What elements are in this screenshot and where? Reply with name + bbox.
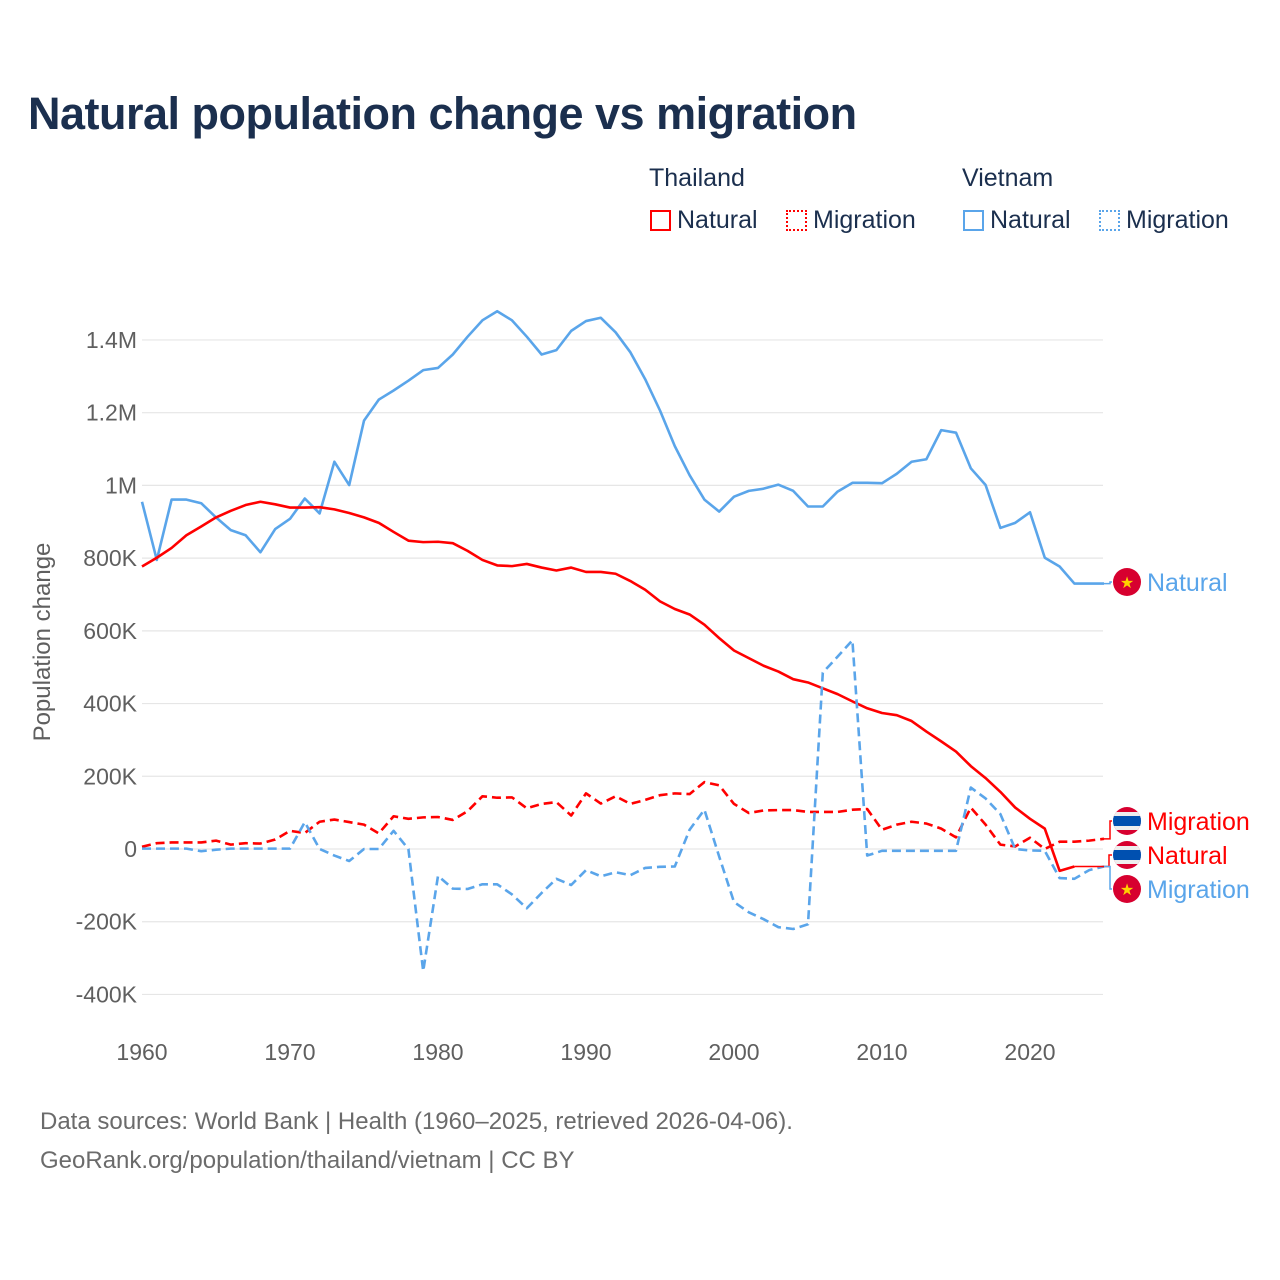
end-labels: ★ Natural Natural Migration ★ Migration bbox=[1074, 568, 1250, 904]
flag-stripe-blue bbox=[1113, 850, 1141, 860]
x-tick-label: 1980 bbox=[412, 1039, 463, 1065]
y-tick-label: -400K bbox=[76, 981, 138, 1007]
vietnam-flag-icon bbox=[1113, 568, 1141, 596]
y-tick-label: 1M bbox=[105, 472, 137, 498]
y-axis-ticks: -400K -200K 0 200K 400K 600K 800K 1M 1.2M 1.4M bbox=[76, 327, 138, 1007]
legend-label: Migration bbox=[813, 206, 916, 234]
series-line-vietnam-migration bbox=[142, 638, 1105, 973]
thailand-flag-icon bbox=[1113, 841, 1141, 869]
y-tick-label: 600K bbox=[83, 618, 137, 644]
end-label-thailand-natural: Natural bbox=[1113, 841, 1228, 870]
leader-line bbox=[1104, 865, 1112, 890]
legend-label: Natural bbox=[677, 206, 758, 234]
y-tick-label: 800K bbox=[83, 545, 137, 571]
star-icon: ★ bbox=[1120, 575, 1134, 592]
end-label-vietnam-migration: ★ Migration bbox=[1113, 875, 1250, 904]
y-tick-label: 400K bbox=[83, 691, 137, 717]
y-tick-label: -200K bbox=[76, 909, 138, 935]
leader-line bbox=[1104, 820, 1112, 840]
y-tick-label: 1.4M bbox=[86, 327, 137, 353]
series-line-thailand-migration bbox=[141, 780, 1105, 851]
y-tick-label: 1.2M bbox=[86, 400, 137, 426]
leader-line bbox=[1074, 854, 1112, 868]
legend-group-thailand: Thailand bbox=[649, 164, 745, 192]
leader-line bbox=[1104, 581, 1112, 585]
y-tick-label: 200K bbox=[83, 763, 137, 789]
legend-label: Natural bbox=[990, 206, 1071, 234]
legend-swatch-dotted-icon bbox=[1099, 210, 1120, 231]
flag-stripe-blue bbox=[1113, 816, 1141, 826]
legend-item-vietnam-migration[interactable]: Migration bbox=[1099, 206, 1229, 235]
footer-attribution[interactable]: GeoRank.org/population/thailand/vietnam … bbox=[40, 1147, 575, 1174]
end-label-text: Migration bbox=[1147, 876, 1250, 904]
legend-swatch-dotted-icon bbox=[786, 210, 807, 231]
end-label-text: Natural bbox=[1147, 569, 1228, 597]
x-tick-label: 2000 bbox=[708, 1039, 759, 1065]
end-label-text: Migration bbox=[1147, 808, 1250, 836]
end-label-thailand-migration: Migration bbox=[1113, 807, 1250, 836]
legend-group-vietnam: Vietnam bbox=[962, 164, 1054, 192]
legend-item-thailand-migration[interactable]: Migration bbox=[786, 206, 916, 235]
end-label-vietnam-natural: ★ Natural bbox=[1113, 568, 1228, 597]
vietnam-flag-icon bbox=[1113, 875, 1141, 903]
x-axis-ticks: 1960 1970 1980 1990 2000 2010 2020 bbox=[116, 1039, 1055, 1065]
x-tick-label: 1970 bbox=[264, 1039, 315, 1065]
legend-label: Migration bbox=[1126, 206, 1229, 234]
series-lines bbox=[140, 309, 1105, 973]
star-icon: ★ bbox=[1120, 882, 1134, 899]
x-tick-label: 1990 bbox=[560, 1039, 611, 1065]
thailand-flag-icon bbox=[1113, 807, 1141, 835]
legend-item-vietnam-natural[interactable]: Natural bbox=[963, 206, 1071, 235]
end-label-text: Natural bbox=[1147, 842, 1228, 870]
series-line-thailand-natural bbox=[141, 500, 1075, 873]
chart-title: Natural population change vs migration bbox=[28, 88, 857, 139]
x-tick-label: 1960 bbox=[116, 1039, 167, 1065]
legend-item-thailand-natural[interactable]: Natural bbox=[650, 206, 758, 235]
gridlines bbox=[142, 339, 1103, 996]
x-tick-label: 2020 bbox=[1004, 1039, 1055, 1065]
x-tick-label: 2010 bbox=[856, 1039, 907, 1065]
y-tick-label: 0 bbox=[124, 836, 137, 862]
legend-swatch-solid-icon bbox=[650, 210, 671, 231]
series-line-vietnam-natural bbox=[140, 309, 1104, 585]
legend-swatch-solid-icon bbox=[963, 210, 984, 231]
y-axis-label: Population change bbox=[29, 543, 56, 742]
footer-sources: Data sources: World Bank | Health (1960–… bbox=[40, 1108, 793, 1135]
